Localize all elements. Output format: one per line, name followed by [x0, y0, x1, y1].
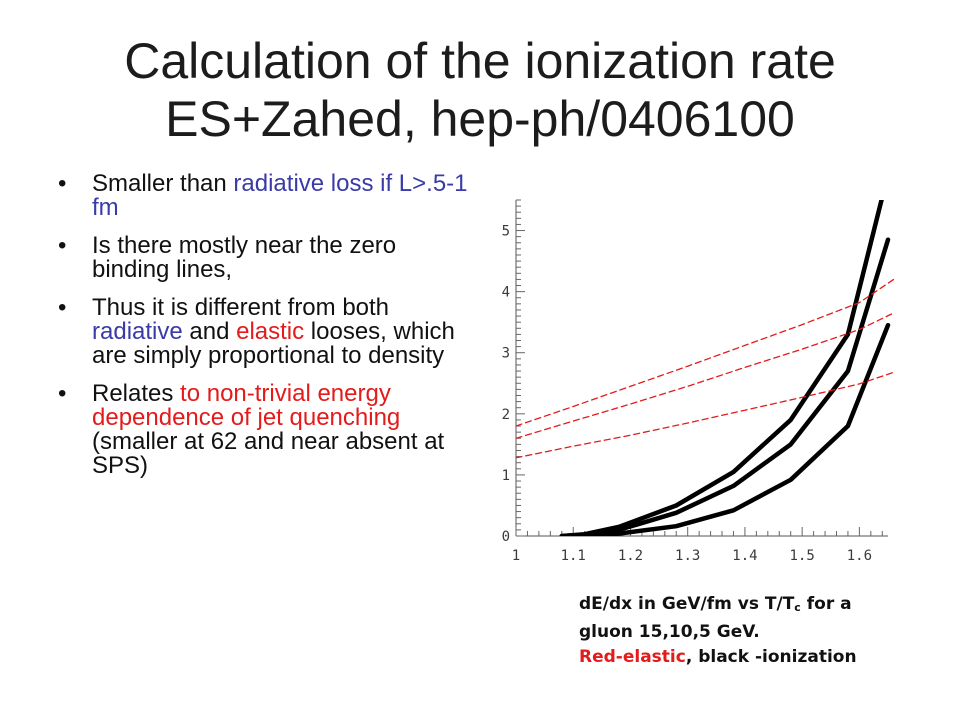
x-tick-label: 1: [512, 548, 520, 564]
caption-red-text: Red-elastic: [579, 647, 686, 667]
bullet-item-4: • Relates to non-trivial energy dependen…: [58, 382, 478, 478]
bullet-1-blue-text: radiative loss if L>.5-1 fm: [92, 170, 468, 221]
x-tick-label: 1.1: [561, 548, 586, 564]
x-tick-label: 1.3: [675, 548, 700, 564]
caption-line-3: Red-elastic, black -ionization: [579, 645, 857, 670]
slide-title: Calculation of the ionization rate ES+Za…: [0, 32, 960, 148]
bullet-item-1: • Smaller than radiative loss if L>.5-1 …: [58, 172, 478, 220]
ionization-curve-1: [559, 200, 884, 536]
bullet-dot: •: [58, 380, 67, 407]
title-line-1: Calculation of the ionization rate: [124, 33, 836, 89]
bullet-list: • Smaller than radiative loss if L>.5-1 …: [58, 172, 478, 492]
elastic-curve-1: [516, 278, 894, 427]
caption-line-2: gluon 15,10,5 GeV.: [579, 622, 760, 642]
caption-text-1a: dE/dx in GeV/fm vs T/T: [579, 594, 795, 614]
bullet-4-red-text: to non-trivial energy dependence of jet …: [92, 380, 401, 431]
x-tick-label: 1.4: [732, 548, 757, 564]
bullet-4-text: Relates: [92, 380, 181, 407]
caption-line-1: dE/dx in GeV/fm vs T/Tc for a: [579, 592, 857, 620]
y-tick-label: 0: [502, 529, 510, 545]
bullet-dot: •: [58, 170, 67, 197]
figure-caption: dE/dx in GeV/fm vs T/Tc for a gluon 15,1…: [579, 592, 857, 670]
chart-series: [516, 200, 894, 536]
bullet-item-2: • Is there mostly near the zero binding …: [58, 234, 478, 282]
y-tick-label: 5: [502, 224, 510, 240]
bullet-4-rest-text: (smaller at 62 and near absent at SPS): [92, 428, 445, 479]
bullet-dot: •: [58, 294, 67, 321]
ionization-curve-2: [559, 237, 891, 536]
elastic-curve-3: [516, 371, 894, 459]
caption-black-text: , black -ionization: [685, 647, 857, 667]
y-tick-label: 3: [502, 346, 510, 362]
y-tick-label: 4: [502, 285, 510, 301]
caption-subscript: c: [794, 601, 801, 614]
bullet-item-3: • Thus it is different from both radiati…: [58, 296, 478, 368]
elastic-curve-2: [516, 312, 894, 439]
bullet-2-text: Is there mostly near the zero binding li…: [92, 232, 397, 283]
bullet-3-rest-text: looses, which are simply proportional to…: [92, 318, 455, 369]
ionization-curve-3: [582, 322, 891, 536]
x-tick-label: 1.2: [618, 548, 643, 564]
bullet-3-red-text: elastic: [236, 318, 305, 345]
y-tick-label: 2: [502, 407, 510, 423]
bullet-dot: •: [58, 232, 67, 259]
x-tick-label: 1.6: [847, 548, 872, 564]
caption-text-1b: for a: [800, 594, 852, 614]
y-tick-label: 1: [502, 468, 510, 484]
bullet-3-text: Thus it is different from both: [92, 294, 390, 321]
bullet-3-blue-text: radiative: [92, 318, 183, 345]
bullet-3-and-text: and: [182, 318, 237, 345]
x-tick-label: 1.5: [790, 548, 815, 564]
title-line-2: ES+Zahed, hep-ph/0406100: [165, 91, 795, 147]
bullet-1-text: Smaller than: [92, 170, 234, 197]
